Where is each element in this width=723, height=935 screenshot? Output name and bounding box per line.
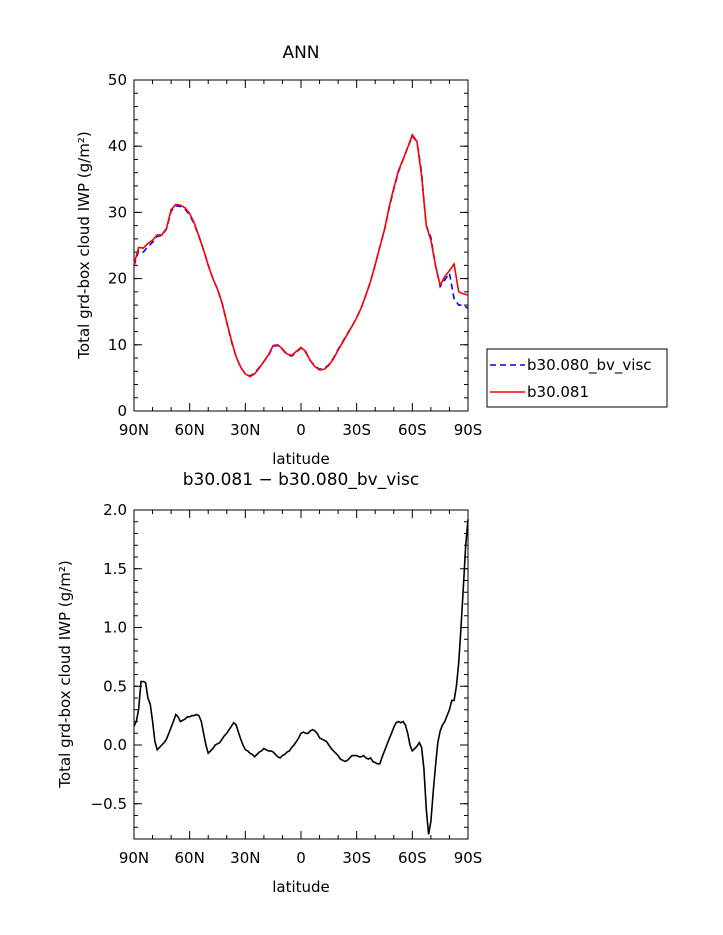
y-axis-label: Total grd-box cloud IWP (g/m²) [56,560,74,788]
top-x-tick-label: 60N [175,421,205,439]
bottom-y-tick-label: 0.0 [103,736,127,754]
top-x-tick-label: 60S [398,421,427,439]
tick-layer: 90N 60N 30N 0 30S 60S 90S 0 10 20 30 40 50 [108,71,482,439]
chart-bottom: b30.081 − b30.080_bv_visc 90N 60N 30N 0 30S 6… [56,470,482,896]
top-x-tick-label: 30N [230,421,260,439]
chart-title: b30.081 − b30.080_bv_visc [183,470,419,490]
top-y-tick-label: 50 [108,71,127,89]
legend-label-b30-081: b30.081 [527,383,589,401]
series-line-b30-081 [133,133,469,378]
top-y-tick-label: 0 [117,402,127,420]
top-y-tick-label: 40 [108,137,127,155]
y-axis-label: Total grd-box cloud IWP (g/m²) [75,131,93,359]
legend: b30.080_bv_visc b30.081 [486,348,668,408]
top-x-tick-label: 90S [454,421,483,439]
top-y-tick-label: 30 [108,203,127,221]
bottom-y-tick-label: −0.5 [91,795,127,813]
series-line-difference [133,519,469,835]
bottom-y-tick-label: 1.0 [103,619,127,637]
plot-frame [133,79,469,412]
bottom-x-tick-label: 0 [296,849,306,867]
bottom-y-tick-label: 2.0 [103,501,127,519]
chart-top: ANN 90N 60N 30N 0 30S 60S 90S 0 10 20 30 40 50 latit… [75,43,668,468]
bottom-x-tick-label: 60N [175,849,205,867]
bottom-y-tick-label: 0.5 [103,677,127,695]
legend-label-b30-080-bv-visc: b30.080_bv_visc [527,356,652,375]
plot-frame [133,509,469,840]
series-layer [133,133,469,378]
x-axis-label: latitude [272,450,330,468]
series-layer [133,519,469,835]
legend-box [486,348,668,408]
bottom-x-tick-label: 90S [454,849,483,867]
top-x-tick-label: 90N [119,421,149,439]
chart-title: ANN [282,43,319,63]
tick-layer: 90N 60N 30N 0 30S 60S 90S −0.5 0.0 0.5 1.0 1.5 2.0 [91,501,483,867]
top-y-tick-label: 20 [108,270,127,288]
top-y-tick-label: 10 [108,336,127,354]
bottom-x-tick-label: 60S [398,849,427,867]
bottom-x-tick-label: 90N [119,849,149,867]
series-line-b30-080-bv-visc [133,134,469,377]
top-x-tick-label: 30S [342,421,371,439]
x-axis-label: latitude [272,878,330,896]
bottom-x-tick-label: 30N [230,849,260,867]
top-x-tick-label: 0 [296,421,306,439]
bottom-y-tick-label: 1.5 [103,560,127,578]
bottom-x-tick-label: 30S [342,849,371,867]
